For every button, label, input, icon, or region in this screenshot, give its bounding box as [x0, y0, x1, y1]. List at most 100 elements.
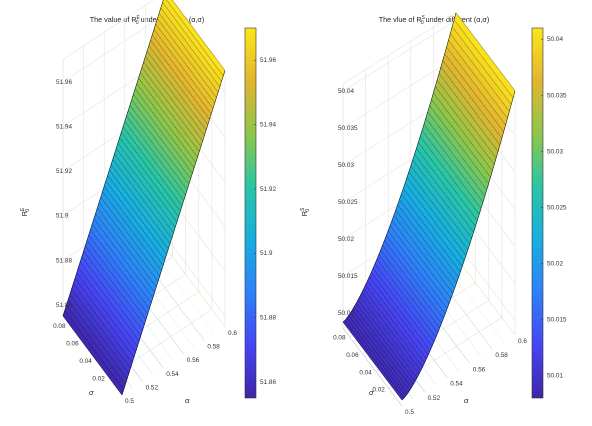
z-tick-label: 50.03 — [338, 162, 354, 169]
surface-mesh-line — [66, 305, 126, 385]
surface-mesh-line — [406, 177, 467, 256]
y-tick-label: 0.08 — [53, 323, 66, 330]
surface-mesh-line — [389, 225, 450, 304]
surface-mesh-line — [403, 188, 463, 267]
x-tick-label: 0.56 — [187, 357, 200, 364]
surface-edge — [401, 90, 516, 401]
surface-mesh-line — [114, 153, 174, 233]
surface-mesh-line — [136, 83, 196, 163]
colorbar-tick-label: 50.02 — [547, 260, 563, 267]
surface-mesh-line — [438, 73, 499, 152]
surface-mesh-line — [133, 94, 193, 174]
x-tick-label: 0.54 — [166, 371, 179, 378]
surface-mesh-line — [146, 50, 207, 131]
surface-mesh-line — [429, 105, 489, 184]
surface-mesh-line — [131, 99, 191, 179]
surface-edge — [121, 70, 226, 396]
z-tick-label: 51.92 — [56, 168, 72, 175]
surface-mesh-line — [391, 220, 452, 299]
surface-mesh-line — [98, 202, 159, 282]
surface-mesh-line — [433, 92, 493, 171]
surface-mesh-line — [397, 204, 457, 283]
surface-mesh-line — [354, 306, 414, 385]
surface-mesh-line — [431, 99, 491, 178]
surface-mesh-line — [162, 2, 222, 82]
x-tick-label: 0.5 — [405, 409, 414, 416]
surface-mesh-line — [102, 191, 162, 271]
chart-right-colorbar: 50.01 50.015 50.02 50.025 50.03 50.035 50.04 — [531, 27, 567, 399]
surface-mesh-line — [401, 193, 461, 273]
colorbar-gradient — [244, 27, 257, 399]
surface-mesh-line — [138, 77, 198, 158]
colorbar-tick-label: 50.025 — [547, 204, 567, 211]
surface-mesh-line — [117, 142, 178, 223]
surface-mesh-line — [126, 115, 186, 196]
floor-contour — [155, 254, 215, 334]
surface-mesh-line — [455, 12, 516, 91]
surface-mesh-line — [141, 67, 202, 147]
surface-mesh-line — [128, 110, 188, 190]
surface-mesh-line — [363, 288, 423, 367]
surface-mesh-line — [73, 283, 133, 363]
surface-mesh-line — [68, 299, 128, 379]
surface-mesh-line — [410, 165, 470, 244]
surface-mesh-line — [124, 121, 184, 201]
surface-mesh-line — [344, 320, 405, 399]
x-tick-label: 0.56 — [473, 366, 486, 373]
colorbar-tick-label: 50.03 — [547, 148, 563, 155]
surface-mesh-line — [81, 256, 142, 336]
surface-mesh-line — [116, 148, 176, 228]
z-tick-label: 51.88 — [56, 257, 72, 264]
surface-mesh-line — [62, 315, 123, 396]
surface-mesh-line — [359, 296, 420, 375]
x-tick-label: 0.6 — [518, 338, 527, 345]
surface-mesh-line — [427, 111, 487, 190]
surface-mesh-line — [129, 105, 190, 185]
surface-mesh-line — [414, 154, 474, 233]
x-tick-label: 0.52 — [146, 384, 159, 391]
chart-right-ylabel: σ — [369, 388, 374, 397]
y-tick-label: 0.04 — [79, 358, 92, 365]
x-tick-label: 0.5 — [125, 398, 134, 405]
z-tick-label: 51.94 — [56, 123, 72, 130]
surface-mesh-line — [393, 215, 453, 294]
surface-mesh-line — [384, 240, 444, 319]
grid-line-y — [388, 73, 503, 389]
surface-mesh-line — [452, 26, 512, 105]
colorbar-tick-label: 50.015 — [547, 317, 567, 324]
surface-mesh-line — [376, 259, 437, 338]
surface-mesh-line — [145, 56, 205, 136]
surface-mesh-line — [437, 79, 497, 159]
surface-mesh-line — [140, 72, 200, 152]
surface-mesh-line — [450, 33, 510, 112]
surface-mesh-line — [418, 142, 478, 221]
y-tick-label: 0.08 — [333, 335, 346, 342]
surface-mesh-line — [453, 19, 514, 98]
surface-mesh-line — [388, 230, 448, 309]
surface-mesh-line — [399, 199, 459, 278]
surface-mesh-line — [442, 60, 502, 139]
chart-right-surface — [342, 12, 516, 401]
surface-mesh-line — [88, 234, 148, 314]
surface-mesh-line — [155, 23, 215, 104]
surface-mesh-line — [356, 303, 416, 382]
surface-mesh-line — [86, 240, 147, 320]
surface-mesh-line — [153, 29, 214, 109]
surface-mesh-line — [92, 223, 152, 304]
surface-mesh-line — [122, 126, 183, 206]
surface-mesh-line — [160, 7, 220, 87]
chart-left-ticks: 51.86 51.88 51.9 51.92 51.94 51.96 0.5 0.52 0.54… — [53, 79, 237, 405]
surface-mesh-line — [80, 261, 140, 342]
surface-mesh-line — [405, 182, 465, 261]
z-tick-label: 51.96 — [56, 79, 72, 86]
chart-right: The vlue of RS0 under different (α,σ) 50… — [300, 12, 567, 416]
surface-mesh-line — [372, 267, 433, 347]
surface-mesh-line — [93, 218, 154, 298]
surface-mesh-line — [104, 186, 164, 266]
surface-mesh-line — [350, 312, 410, 391]
grid-line-y — [108, 52, 213, 378]
surface-mesh-line — [380, 249, 440, 329]
colorbar-tick-label: 51.96 — [260, 57, 276, 64]
colorbar-gradient — [531, 27, 544, 399]
